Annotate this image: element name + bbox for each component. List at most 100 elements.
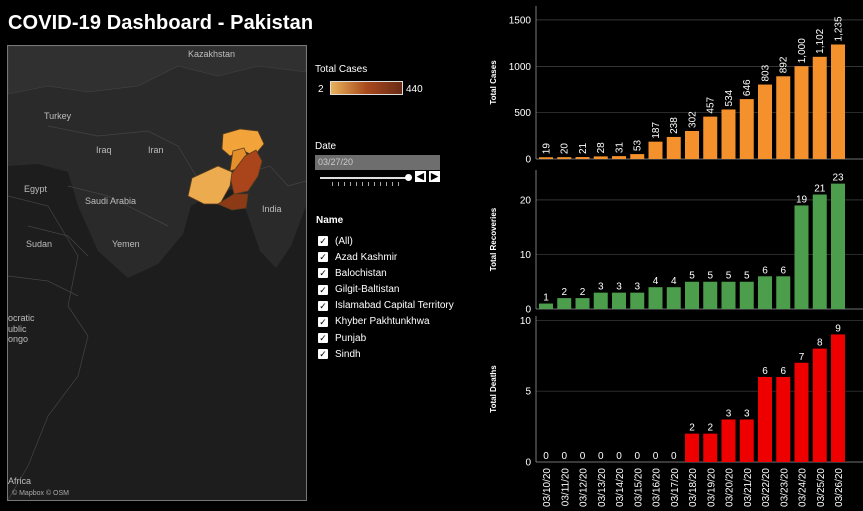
data-label: 9	[835, 323, 841, 334]
data-label: 7	[799, 352, 805, 363]
date-slider-thumb[interactable]	[405, 174, 412, 181]
y-axis-title: Total Cases	[489, 60, 498, 105]
bar	[630, 154, 645, 159]
dashboard-title: COVID-19 Dashboard - Pakistan	[8, 12, 314, 34]
bar	[794, 362, 809, 462]
x-tick-label: 03/10/20	[542, 468, 553, 507]
name-filter-item[interactable]: ✓ Khyber Pakhtunkhwa	[318, 314, 454, 330]
legend-color-ramp	[330, 81, 403, 95]
name-filter-item[interactable]: ✓ Sindh	[318, 346, 454, 362]
name-filter-item[interactable]: ✓ Gilgit-Baltistan	[318, 282, 454, 298]
bar	[739, 99, 754, 159]
data-label: 302	[688, 111, 699, 128]
bar	[776, 76, 791, 159]
x-tick-label: 03/18/20	[688, 468, 699, 507]
data-label: 0	[580, 451, 586, 462]
date-filter-title: Date	[315, 141, 337, 152]
data-label: 5	[744, 271, 750, 282]
name-filter-item[interactable]: ✓ Islamabad Capital Territory	[318, 298, 454, 314]
bar	[593, 156, 608, 159]
data-label: 1	[543, 293, 549, 304]
x-tick-label: 03/13/20	[597, 468, 608, 507]
name-filter-label: Islamabad Capital Territory	[335, 300, 454, 312]
date-filter-input[interactable]: 03/27/20	[315, 155, 440, 170]
data-label: 19	[796, 194, 808, 205]
bar	[703, 281, 718, 309]
checkbox-checked-icon[interactable]: ✓	[318, 236, 328, 246]
bar	[685, 433, 699, 462]
data-label: 5	[689, 271, 695, 282]
data-label: 457	[706, 97, 717, 114]
data-label: 21	[814, 184, 826, 195]
bar	[794, 205, 809, 309]
bar	[685, 281, 699, 309]
bar	[648, 141, 663, 159]
checkbox-checked-icon[interactable]: ✓	[318, 284, 328, 295]
data-label: 238	[669, 117, 680, 134]
map-view[interactable]: Kazakhstan Turkey Iraq Iran Egypt Saudi Arabi…	[7, 45, 307, 501]
checkbox-checked-icon[interactable]: ✓	[318, 268, 328, 279]
sindh-region	[217, 193, 249, 211]
name-filter-item[interactable]: ✓ Azad Kashmir	[318, 249, 454, 265]
legend-title: Total Cases	[315, 64, 368, 75]
name-filter-label: Azad Kashmir	[335, 251, 398, 263]
bar	[630, 292, 645, 309]
map-label: Sudan	[26, 239, 53, 249]
data-label: 2	[580, 287, 586, 298]
x-tick-label: 03/21/20	[743, 468, 754, 507]
data-label: 2	[561, 287, 567, 298]
x-tick-label: 03/26/20	[834, 468, 845, 507]
x-tick-label: 03/14/20	[615, 468, 626, 507]
bar	[612, 292, 626, 309]
name-filter-label: Sindh	[335, 348, 361, 360]
checkbox-checked-icon[interactable]: ✓	[318, 252, 328, 263]
checkbox-checked-icon[interactable]: ✓	[318, 316, 328, 327]
bar	[812, 348, 827, 462]
data-label: 6	[762, 265, 768, 276]
bar	[557, 157, 572, 159]
date-next-button[interactable]: ▶	[429, 171, 440, 182]
name-filter-item[interactable]: ✓ (All)	[318, 233, 454, 249]
bar	[539, 303, 553, 309]
name-filter-label: (All)	[335, 235, 353, 247]
bar	[739, 281, 754, 309]
data-label: 646	[742, 79, 753, 96]
y-tick-label: 0	[525, 458, 531, 469]
data-label: 187	[651, 122, 662, 139]
bar	[557, 298, 572, 309]
map-label: Africa	[8, 476, 32, 486]
bar	[648, 287, 663, 309]
bar	[539, 157, 553, 159]
date-prev-button[interactable]: ◀	[415, 171, 426, 182]
y-axis-title: Total Deaths	[489, 365, 498, 413]
data-label: 1,000	[797, 38, 808, 63]
checkbox-checked-icon[interactable]: ✓	[318, 349, 328, 360]
bar	[739, 419, 754, 462]
bar	[831, 334, 845, 462]
map-label: ongo	[8, 334, 29, 344]
map-credits[interactable]: © Mapbox © OSM	[12, 490, 69, 497]
name-filter-label: Khyber Pakhtunkhwa	[335, 316, 430, 328]
y-tick-label: 1000	[509, 62, 532, 73]
name-filter-label: Punjab	[335, 332, 367, 344]
data-label: 534	[724, 89, 735, 106]
map-label: Yemen	[112, 239, 140, 249]
map-label: ublic	[8, 324, 27, 334]
bar	[758, 376, 772, 462]
name-filter-item[interactable]: ✓ Punjab	[318, 330, 454, 346]
y-tick-label: 5	[525, 387, 531, 398]
bar	[575, 157, 590, 159]
data-label: 8	[817, 338, 823, 349]
date-slider-ticks	[332, 182, 402, 186]
name-filter-item[interactable]: ✓ Balochistan	[318, 265, 454, 281]
data-label: 0	[561, 451, 567, 462]
y-tick-label: 0	[525, 305, 531, 316]
map-canvas[interactable]	[8, 46, 306, 500]
data-label: 803	[761, 64, 772, 81]
checkbox-checked-icon[interactable]: ✓	[318, 300, 328, 311]
legend-min: 2	[318, 84, 324, 95]
data-label: 6	[780, 265, 786, 276]
date-slider-track[interactable]	[320, 177, 410, 179]
checkbox-checked-icon[interactable]: ✓	[318, 333, 328, 344]
data-label: 3	[744, 408, 750, 419]
